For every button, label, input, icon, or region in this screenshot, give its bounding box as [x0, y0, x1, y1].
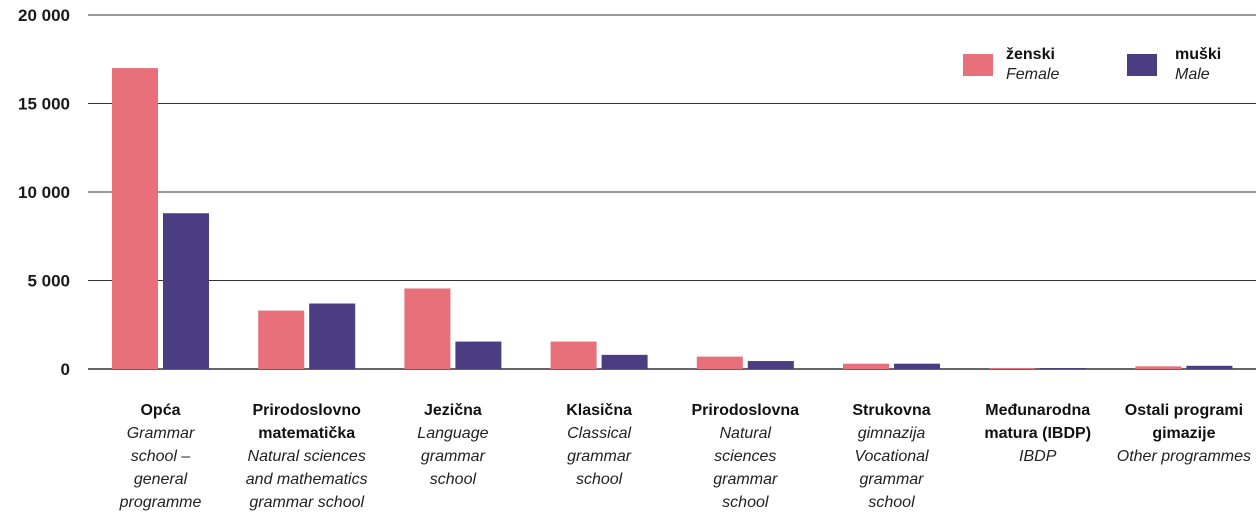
category-sublabel: gimnazija [858, 425, 926, 442]
bar-male [1040, 368, 1087, 369]
legend-swatch-female [963, 54, 993, 76]
y-tick-label: 0 [61, 360, 70, 379]
bar-male [894, 363, 940, 369]
legend-label-female: ženski [1006, 46, 1055, 63]
bar-female [404, 288, 451, 369]
category-label: Prirodoslovno [252, 402, 361, 419]
category-label: Prirodoslovna [692, 402, 800, 419]
category-label: Međunarodna [985, 402, 1090, 419]
category-sublabel: grammar [567, 448, 632, 465]
category-sublabel: school [576, 471, 623, 488]
y-tick-label: 10 000 [18, 183, 70, 202]
bar-female [843, 363, 889, 369]
y-tick-label: 20 000 [18, 6, 70, 25]
bar-female [258, 310, 305, 369]
bar-male [455, 341, 502, 369]
category-label: Klasična [566, 402, 632, 419]
legend-swatch-male [1127, 54, 1157, 76]
category-sublabel: Other programmes [1117, 448, 1251, 465]
bar-female [112, 68, 158, 369]
bar-male [1186, 365, 1233, 369]
x-axis-labels: Opća Grammar school – general programme Priro… [119, 402, 1251, 511]
legend-sublabel-female: Female [1006, 66, 1059, 83]
category-sublabel: grammar [859, 471, 924, 488]
category-label: Jezična [424, 402, 482, 419]
y-tick-label: 15 000 [18, 95, 70, 114]
category-sublabel: school – [131, 448, 191, 465]
category-sublabel: programme [119, 494, 202, 511]
category-sublabel: Language [417, 425, 488, 442]
category-sublabel: Vocational [854, 448, 929, 465]
category-label: Opća [140, 402, 180, 419]
category-sublabel: Grammar [127, 425, 195, 442]
category-sublabel: general [134, 471, 188, 488]
category-sublabel: school [868, 494, 915, 511]
category-sublabel: Natural [720, 425, 772, 442]
legend-sublabel-male: Male [1175, 66, 1210, 83]
category-sublabel: IBDP [1019, 448, 1057, 465]
category-sublabel: grammar [421, 448, 486, 465]
bar-female [696, 356, 743, 369]
bar-male [601, 354, 648, 369]
bar-female [989, 368, 1036, 369]
legend-label-male: muški [1175, 46, 1221, 63]
category-sublabel: grammar school [249, 494, 364, 511]
category-sublabel: Natural sciences [248, 448, 366, 465]
category-sublabel: school [430, 471, 477, 488]
bar-male [309, 303, 356, 369]
category-sublabel: and mathematics [246, 471, 368, 488]
y-tick-label: 5 000 [27, 272, 70, 291]
y-axis-ticks: 0 5 000 10 000 15 000 20 000 [18, 6, 70, 379]
category-sublabel: Classical [567, 425, 631, 442]
category-label: Ostali programi [1125, 402, 1243, 419]
bar-male [163, 213, 209, 369]
legend: ženski Female muški Male [963, 46, 1221, 83]
bar-female [550, 341, 597, 369]
category-sublabel: sciences [714, 448, 776, 465]
category-label: gimazije [1152, 425, 1215, 442]
category-sublabel: grammar [713, 471, 778, 488]
category-label: matematička [258, 425, 355, 442]
bars [112, 68, 1233, 369]
category-label: matura (IBDP) [984, 425, 1091, 442]
bar-male [747, 361, 794, 369]
bar-female [1135, 366, 1182, 369]
category-sublabel: school [722, 494, 769, 511]
category-label: Strukovna [852, 402, 930, 419]
